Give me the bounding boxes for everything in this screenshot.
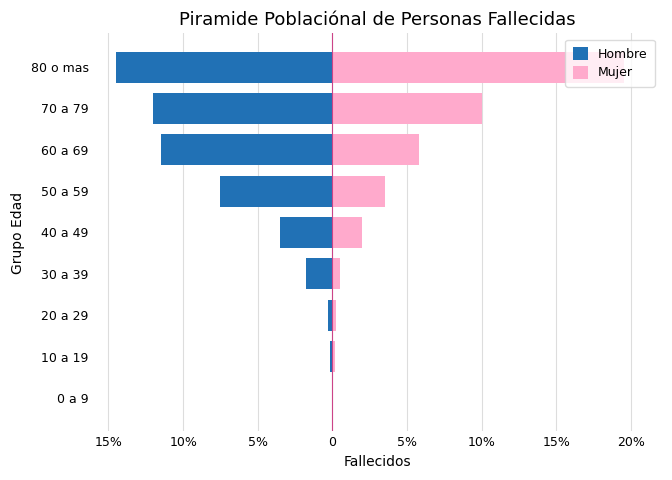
Bar [330,341,333,372]
Bar [153,93,333,124]
X-axis label: Fallecidos: Fallecidos [343,455,411,469]
Bar [333,258,340,289]
Bar [220,176,333,206]
Bar [161,134,333,165]
Legend: Hombre, Mujer: Hombre, Mujer [565,40,655,87]
Bar [333,134,419,165]
Bar [333,93,482,124]
Bar [333,341,335,372]
Y-axis label: Grupo Edad: Grupo Edad [11,192,25,274]
Bar [333,51,624,83]
Bar [116,51,333,83]
Bar [328,300,333,331]
Bar [333,176,384,206]
Bar [333,300,336,331]
Title: Piramide Poblaciónal de Personas Fallecidas: Piramide Poblaciónal de Personas Falleci… [179,11,575,29]
Bar [306,258,333,289]
Bar [280,217,333,248]
Bar [333,217,362,248]
